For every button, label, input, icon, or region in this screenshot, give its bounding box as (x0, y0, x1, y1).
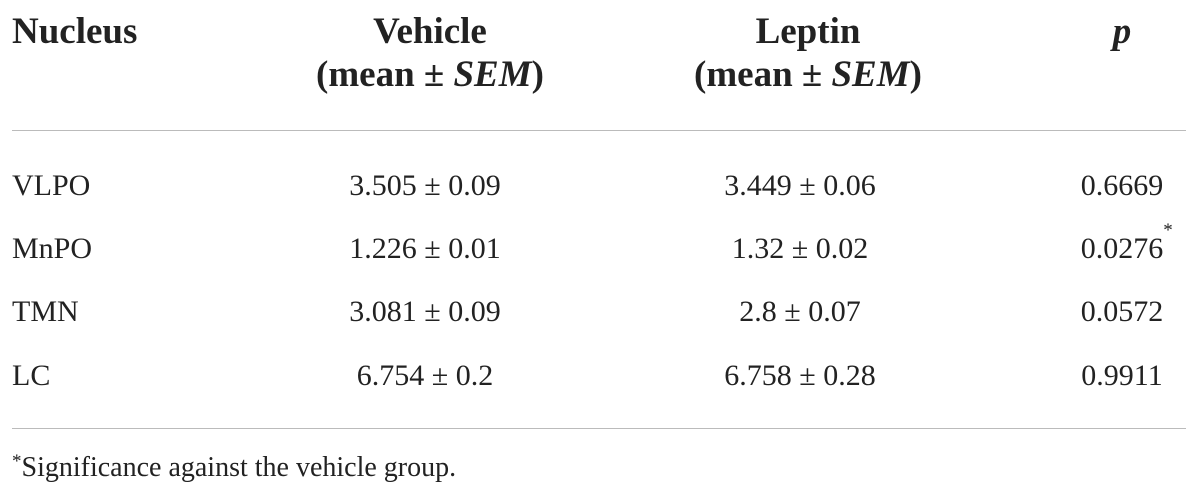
cell-text: LC (12, 359, 51, 392)
header-text: ) (909, 54, 922, 95)
header-text: (mean ± (316, 54, 454, 95)
header-text: SEM (831, 54, 910, 95)
header-line: Leptin (755, 11, 861, 52)
cell-text: MnPO (12, 232, 93, 265)
table-cell: LC (12, 358, 50, 394)
cell-text: VLPO (12, 169, 91, 202)
cell-text: 2.8 ± 0.07 (739, 295, 861, 328)
table-cell: 0.0276 * (1080, 220, 1173, 265)
cell-text: 1.226 ± 0.01 (349, 232, 501, 265)
table-cell: 3.081 ± 0.09 (349, 294, 500, 330)
header-text: ) (531, 54, 544, 95)
table-cell: 0.9911 (1081, 358, 1162, 394)
header-cell: p (1112, 11, 1132, 52)
table-cell: 1.32 ± 0.02 (732, 231, 868, 267)
table-cell: TMN (12, 294, 79, 330)
table-cell: 6.754 ± 0.2 (357, 358, 493, 394)
cell-text: TMN (12, 295, 79, 328)
header-text: SEM (453, 54, 532, 95)
table-cell: 0.6669 (1081, 168, 1164, 204)
table-cell: 3.505 ± 0.09 (349, 168, 500, 204)
header-line: Vehicle (373, 11, 487, 52)
table-cell: 1.226 ± 0.01 (349, 231, 500, 267)
cell-text: 6.754 ± 0.2 (356, 359, 494, 392)
cell-text: 3.449 ± 0.06 (724, 169, 876, 202)
cell-text: 0.6669 (1080, 169, 1164, 202)
cell-text: 0.9911 (1081, 359, 1163, 392)
rule (12, 130, 1186, 131)
footnote-mark: * (12, 451, 22, 472)
header-line: (mean ± SEM) (694, 53, 922, 96)
cell-text: 1.32 ± 0.02 (731, 232, 869, 265)
table-cell: 2.8 ± 0.07 (739, 294, 860, 330)
cell-text: 3.505 ± 0.09 (349, 169, 501, 202)
header-line: (mean ± SEM) (316, 53, 544, 96)
table-cell: 0.0572 (1081, 294, 1164, 330)
rule (12, 428, 1186, 429)
cell-text: 3.081 ± 0.09 (349, 295, 501, 328)
footnote: *Significance against the vehicle group. (12, 450, 456, 486)
header-cell: Leptin (mean ± SEM) (694, 10, 922, 96)
table-cell: 6.758 ± 0.28 (724, 358, 875, 394)
cell-text: 6.758 ± 0.28 (724, 359, 876, 392)
table-cell: 3.449 ± 0.06 (724, 168, 875, 204)
cell-text: 0.0572 (1080, 295, 1164, 328)
header-cell: Nucleus (12, 11, 138, 52)
cell-text: 0.0276 (1080, 232, 1164, 265)
footnote-text: Significance against the vehicle group. (21, 452, 457, 483)
header-cell: Vehicle (mean ± SEM) (316, 10, 544, 96)
table-cell: MnPO (12, 231, 92, 267)
header-text: (mean ± (694, 54, 832, 95)
table-cell: VLPO (12, 168, 90, 204)
